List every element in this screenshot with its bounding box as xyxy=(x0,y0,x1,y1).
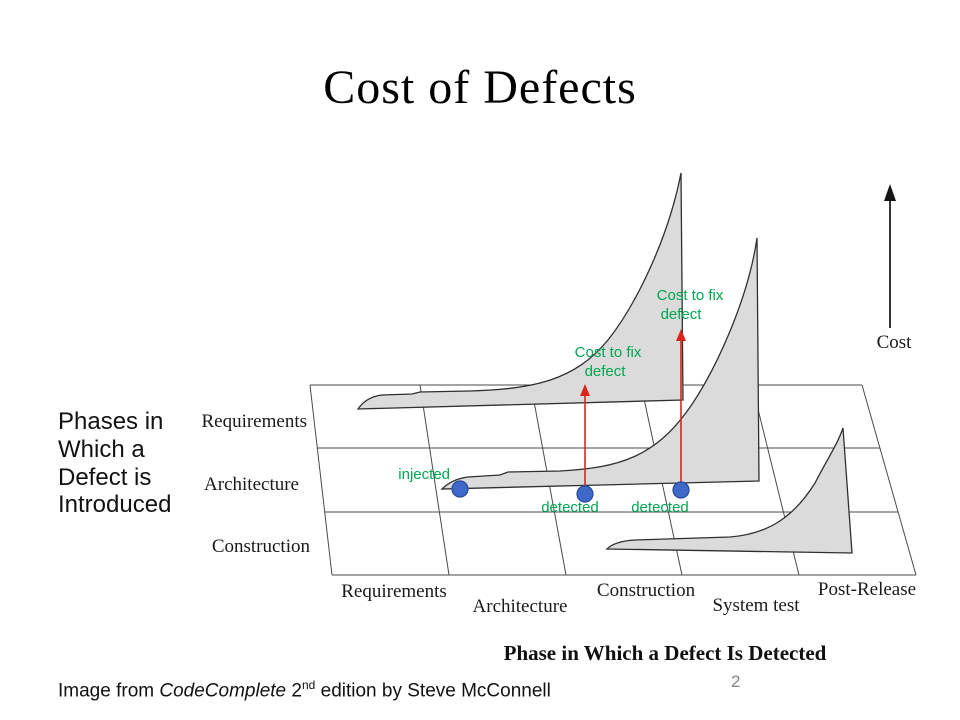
annotation-detected-1: detected xyxy=(541,499,599,516)
col-label-post-release: Post-Release xyxy=(818,579,916,600)
cost-curve-architecture xyxy=(440,237,760,490)
cost-curves xyxy=(356,172,853,554)
slide-title: Cost of Defects xyxy=(323,61,637,114)
attribution-book-title: CodeComplete xyxy=(159,680,287,702)
col-label-system-test: System test xyxy=(712,595,800,616)
fix-arrow-1-head xyxy=(580,384,590,396)
col-label-requirements: Requirements xyxy=(341,581,447,602)
cost-axis-label: Cost xyxy=(877,332,913,353)
col-label-architecture: Architecture xyxy=(473,596,568,617)
x-axis-title: Phase in Which a Defect Is Detected xyxy=(504,641,827,665)
col-labels: Requirements Architecture Construction S… xyxy=(341,579,916,617)
cost-curve-requirements xyxy=(356,172,684,410)
attribution-edition-superscript: nd xyxy=(301,678,316,692)
annotation-cost-to-fix-1-line1: Cost to fix xyxy=(575,344,642,361)
attribution: Image from CodeComplete 2nd edition by S… xyxy=(58,678,551,702)
col-label-construction: Construction xyxy=(597,580,696,601)
grid-line xyxy=(861,384,917,576)
annotation-injected: injected xyxy=(398,466,450,483)
detected-marker-2 xyxy=(672,481,690,499)
attribution-suffix: edition by Steve McConnell xyxy=(315,680,551,702)
fix-arrow-2-head xyxy=(676,329,686,341)
cost-axis-arrowhead xyxy=(884,184,896,201)
cost-curve-construction xyxy=(605,427,853,554)
depth-axis-caption: Phases in Which a Defect is Introduced xyxy=(58,408,172,519)
defect-markers xyxy=(451,480,690,503)
cost-axis: Cost xyxy=(877,184,913,353)
annotation-detected-2: detected xyxy=(631,499,689,516)
annotations: Cost to fix defect Cost to fix defect in… xyxy=(398,287,724,516)
attribution-prefix: Image from xyxy=(58,680,160,702)
fix-cost-arrows xyxy=(580,329,686,494)
row-label-requirements: Requirements xyxy=(201,411,307,432)
grid-line xyxy=(309,384,333,576)
injected-marker xyxy=(451,480,469,498)
annotation-cost-to-fix-1-line2: defect xyxy=(585,363,627,380)
row-label-architecture: Architecture xyxy=(204,474,299,495)
attribution-edition-number: 2 xyxy=(286,680,302,702)
row-labels: Requirements Architecture Construction xyxy=(201,411,310,557)
annotation-cost-to-fix-2-line2: defect xyxy=(661,306,703,323)
page-number: 2 xyxy=(731,672,741,691)
detected-marker-1 xyxy=(576,485,594,503)
grid-line xyxy=(419,384,450,576)
row-label-construction: Construction xyxy=(212,536,311,557)
annotation-cost-to-fix-2-line1: Cost to fix xyxy=(657,287,724,304)
